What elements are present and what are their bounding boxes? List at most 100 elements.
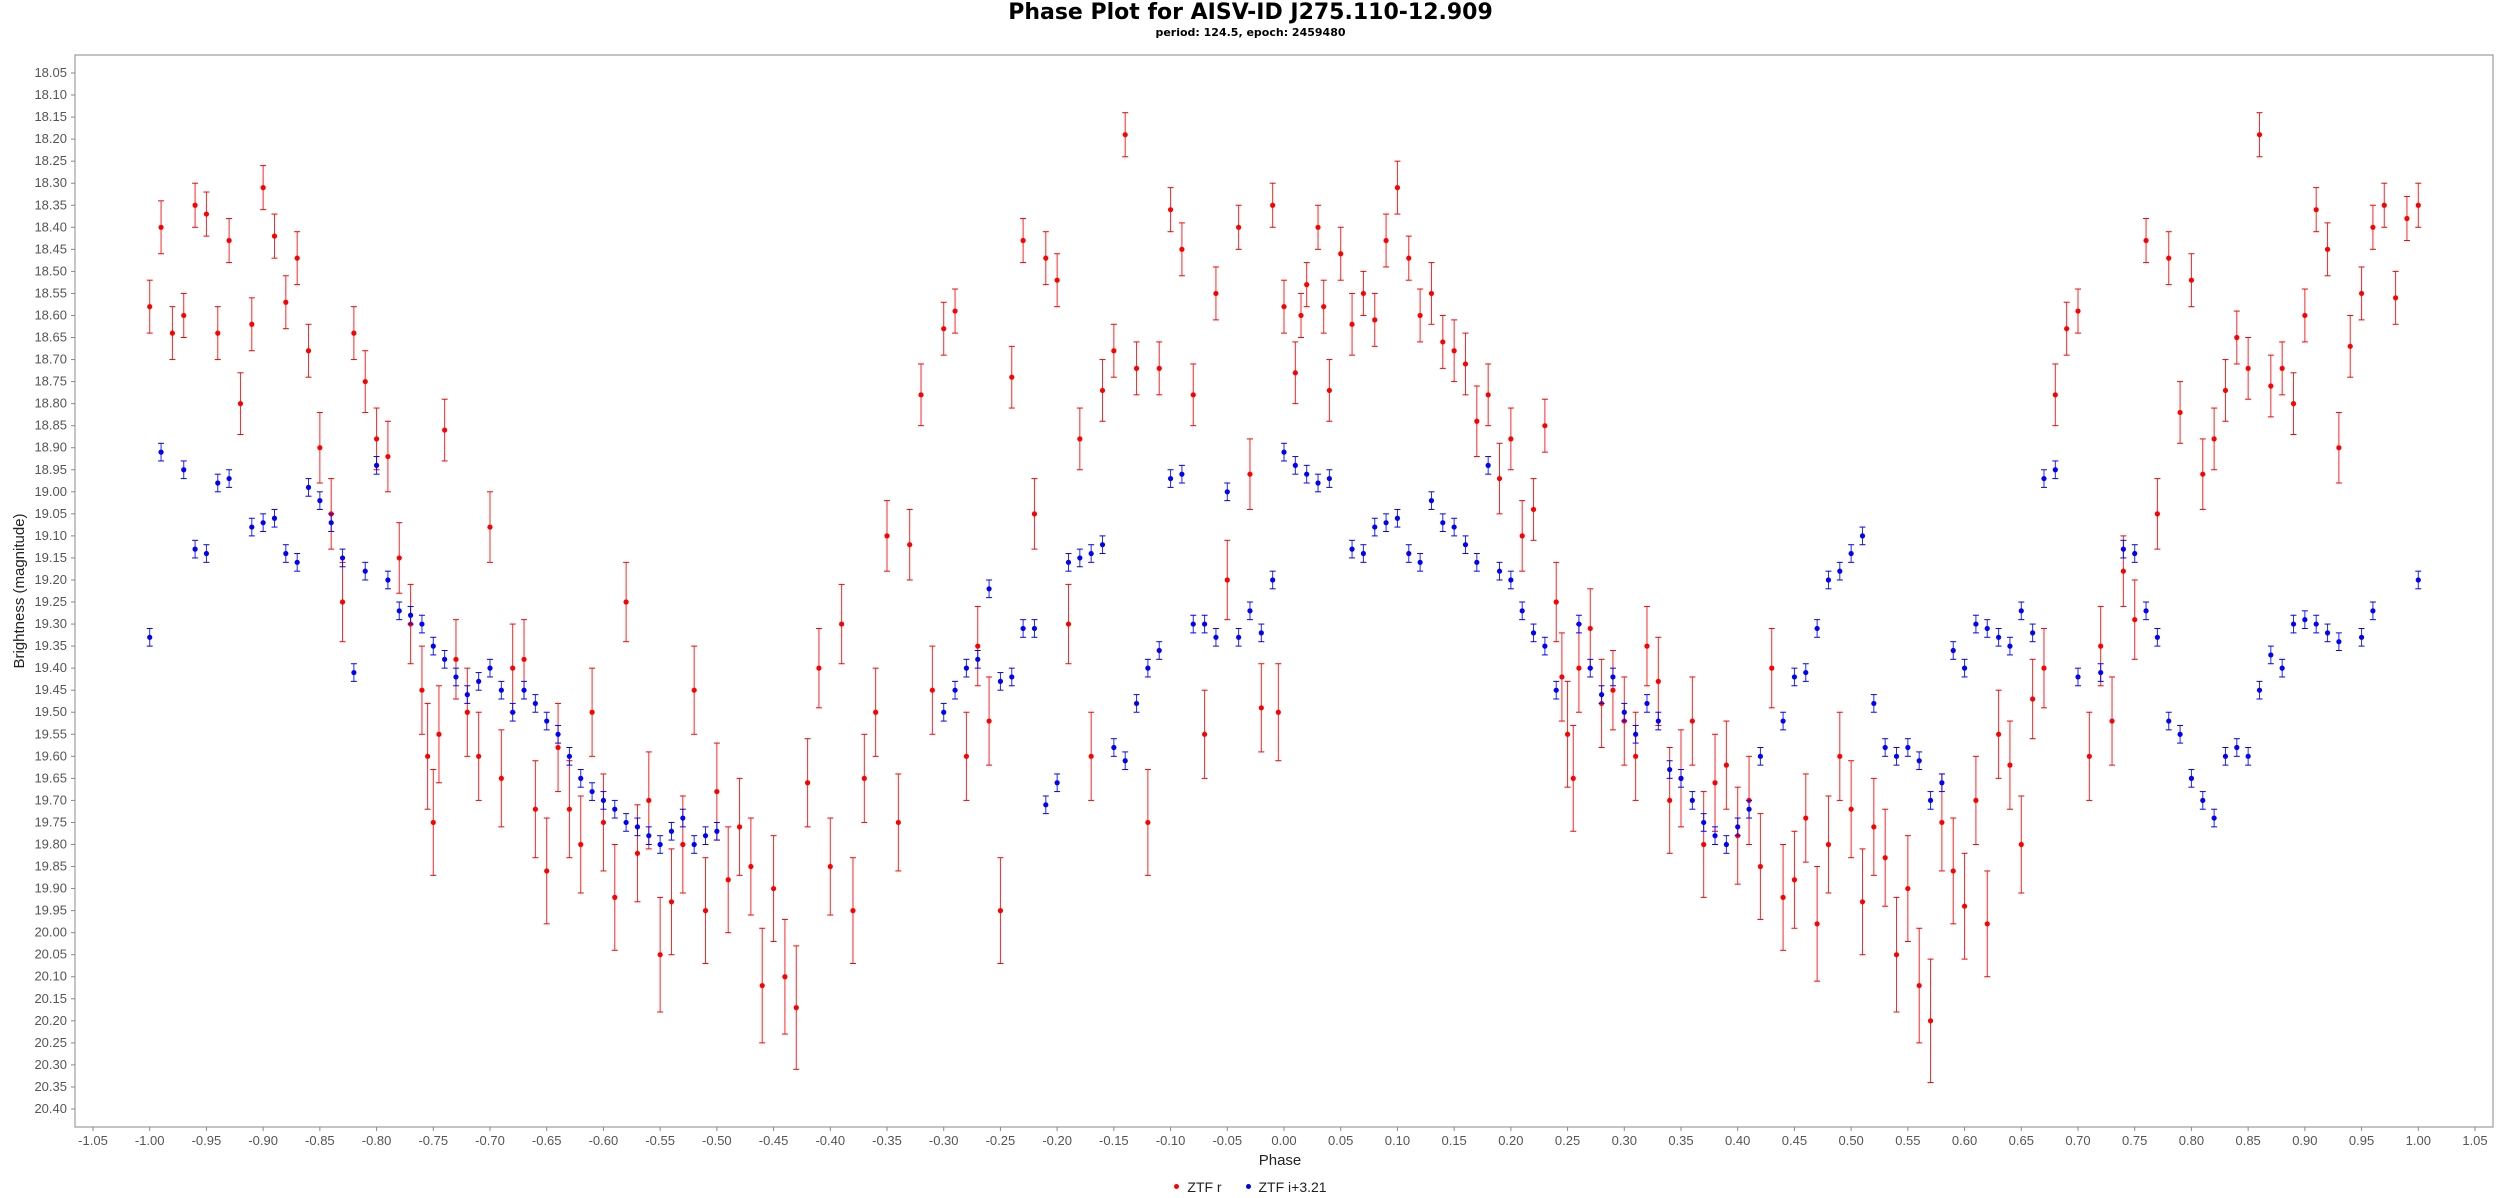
data-point bbox=[1156, 341, 1163, 396]
marker bbox=[736, 824, 743, 830]
marker bbox=[952, 308, 958, 314]
data-point bbox=[1031, 619, 1038, 638]
marker bbox=[1905, 744, 1911, 751]
marker bbox=[408, 612, 414, 618]
marker bbox=[362, 378, 368, 385]
legend-item-ztf-r: ZTF r bbox=[1174, 1179, 1222, 1195]
marker bbox=[1746, 806, 1752, 812]
marker bbox=[2336, 445, 2342, 451]
marker bbox=[975, 643, 981, 649]
marker bbox=[839, 621, 845, 627]
data-point bbox=[1507, 570, 1514, 590]
x-tick-label: -0.20 bbox=[1042, 1133, 1072, 1148]
marker bbox=[1247, 471, 1253, 477]
marker bbox=[351, 330, 357, 336]
data-point bbox=[2358, 266, 2365, 321]
marker bbox=[1474, 418, 1480, 424]
marker bbox=[1757, 753, 1763, 759]
marker bbox=[249, 524, 255, 530]
legend-red-dot-icon bbox=[1174, 1184, 1180, 1189]
data-point bbox=[1383, 513, 1390, 532]
data-point bbox=[1190, 363, 1197, 427]
marker bbox=[1428, 290, 1435, 297]
data-point bbox=[1553, 561, 1560, 643]
data-point bbox=[1042, 231, 1049, 286]
series-layer bbox=[146, 112, 2422, 1084]
data-point bbox=[424, 702, 431, 810]
marker bbox=[941, 709, 947, 715]
marker bbox=[770, 885, 777, 892]
marker bbox=[1825, 577, 1832, 583]
data-point bbox=[1893, 896, 1900, 1013]
marker bbox=[2313, 621, 2319, 627]
data-point bbox=[2245, 747, 2252, 766]
marker bbox=[425, 753, 431, 759]
marker bbox=[1791, 877, 1798, 883]
data-point bbox=[634, 817, 641, 837]
data-point bbox=[1156, 641, 1163, 660]
marker bbox=[181, 467, 187, 473]
data-point bbox=[2086, 711, 2093, 801]
marker bbox=[1814, 625, 1820, 632]
marker bbox=[2098, 643, 2104, 649]
data-point bbox=[2211, 407, 2218, 471]
marker bbox=[2245, 753, 2251, 759]
marker bbox=[1315, 480, 1321, 486]
data-point bbox=[2415, 182, 2422, 228]
marker bbox=[2324, 246, 2331, 252]
marker bbox=[997, 678, 1004, 684]
marker bbox=[1712, 833, 1718, 839]
data-point bbox=[1848, 544, 1855, 563]
data-point bbox=[2335, 411, 2342, 484]
marker bbox=[147, 634, 153, 640]
data-point bbox=[1451, 517, 1458, 537]
data-point bbox=[1984, 870, 1991, 978]
chart-subtitle: period: 124.5, epoch: 2459480 bbox=[1155, 26, 1346, 39]
marker bbox=[1519, 608, 1525, 614]
data-point bbox=[555, 702, 562, 793]
marker bbox=[1712, 780, 1718, 786]
marker bbox=[1530, 630, 1537, 636]
marker bbox=[952, 687, 958, 693]
marker bbox=[1723, 841, 1729, 848]
data-point bbox=[2131, 579, 2138, 660]
data-point bbox=[1076, 407, 1083, 471]
marker bbox=[169, 330, 175, 336]
data-point bbox=[1360, 544, 1367, 563]
data-point bbox=[1723, 835, 1730, 854]
data-point bbox=[952, 288, 959, 334]
data-point bbox=[1836, 711, 1843, 801]
data-point bbox=[2177, 724, 2184, 744]
marker bbox=[2188, 277, 2195, 283]
y-tick-label: 20.30 bbox=[34, 1057, 67, 1072]
data-point bbox=[2075, 667, 2081, 687]
marker bbox=[2211, 436, 2217, 442]
y-tick-label: 19.75 bbox=[34, 814, 67, 829]
data-point bbox=[1541, 398, 1548, 453]
marker bbox=[589, 709, 595, 715]
marker bbox=[237, 401, 244, 407]
marker bbox=[1190, 392, 1196, 398]
y-tick-label: 19.20 bbox=[34, 572, 67, 587]
marker bbox=[884, 533, 890, 539]
y-tick-label: 18.30 bbox=[34, 175, 67, 190]
data-point bbox=[1020, 217, 1027, 264]
marker bbox=[1621, 709, 1627, 715]
data-point bbox=[1814, 619, 1821, 638]
x-tick-label: 0.25 bbox=[1555, 1133, 1580, 1148]
legend-label-ztf-i: ZTF i+3.21 bbox=[1258, 1178, 1327, 1195]
x-tick-label: 0.70 bbox=[2065, 1133, 2090, 1148]
data-point bbox=[1360, 270, 1367, 316]
data-point bbox=[2165, 711, 2172, 731]
data-point bbox=[963, 711, 970, 801]
data-point bbox=[441, 650, 448, 669]
data-point bbox=[1916, 927, 1923, 1044]
marker bbox=[612, 894, 618, 900]
marker bbox=[1224, 577, 1230, 583]
data-point bbox=[1836, 561, 1843, 581]
marker bbox=[1451, 348, 1457, 354]
data-point bbox=[1791, 667, 1798, 687]
data-point bbox=[373, 456, 380, 475]
data-point bbox=[407, 605, 414, 625]
data-point bbox=[2256, 112, 2263, 158]
